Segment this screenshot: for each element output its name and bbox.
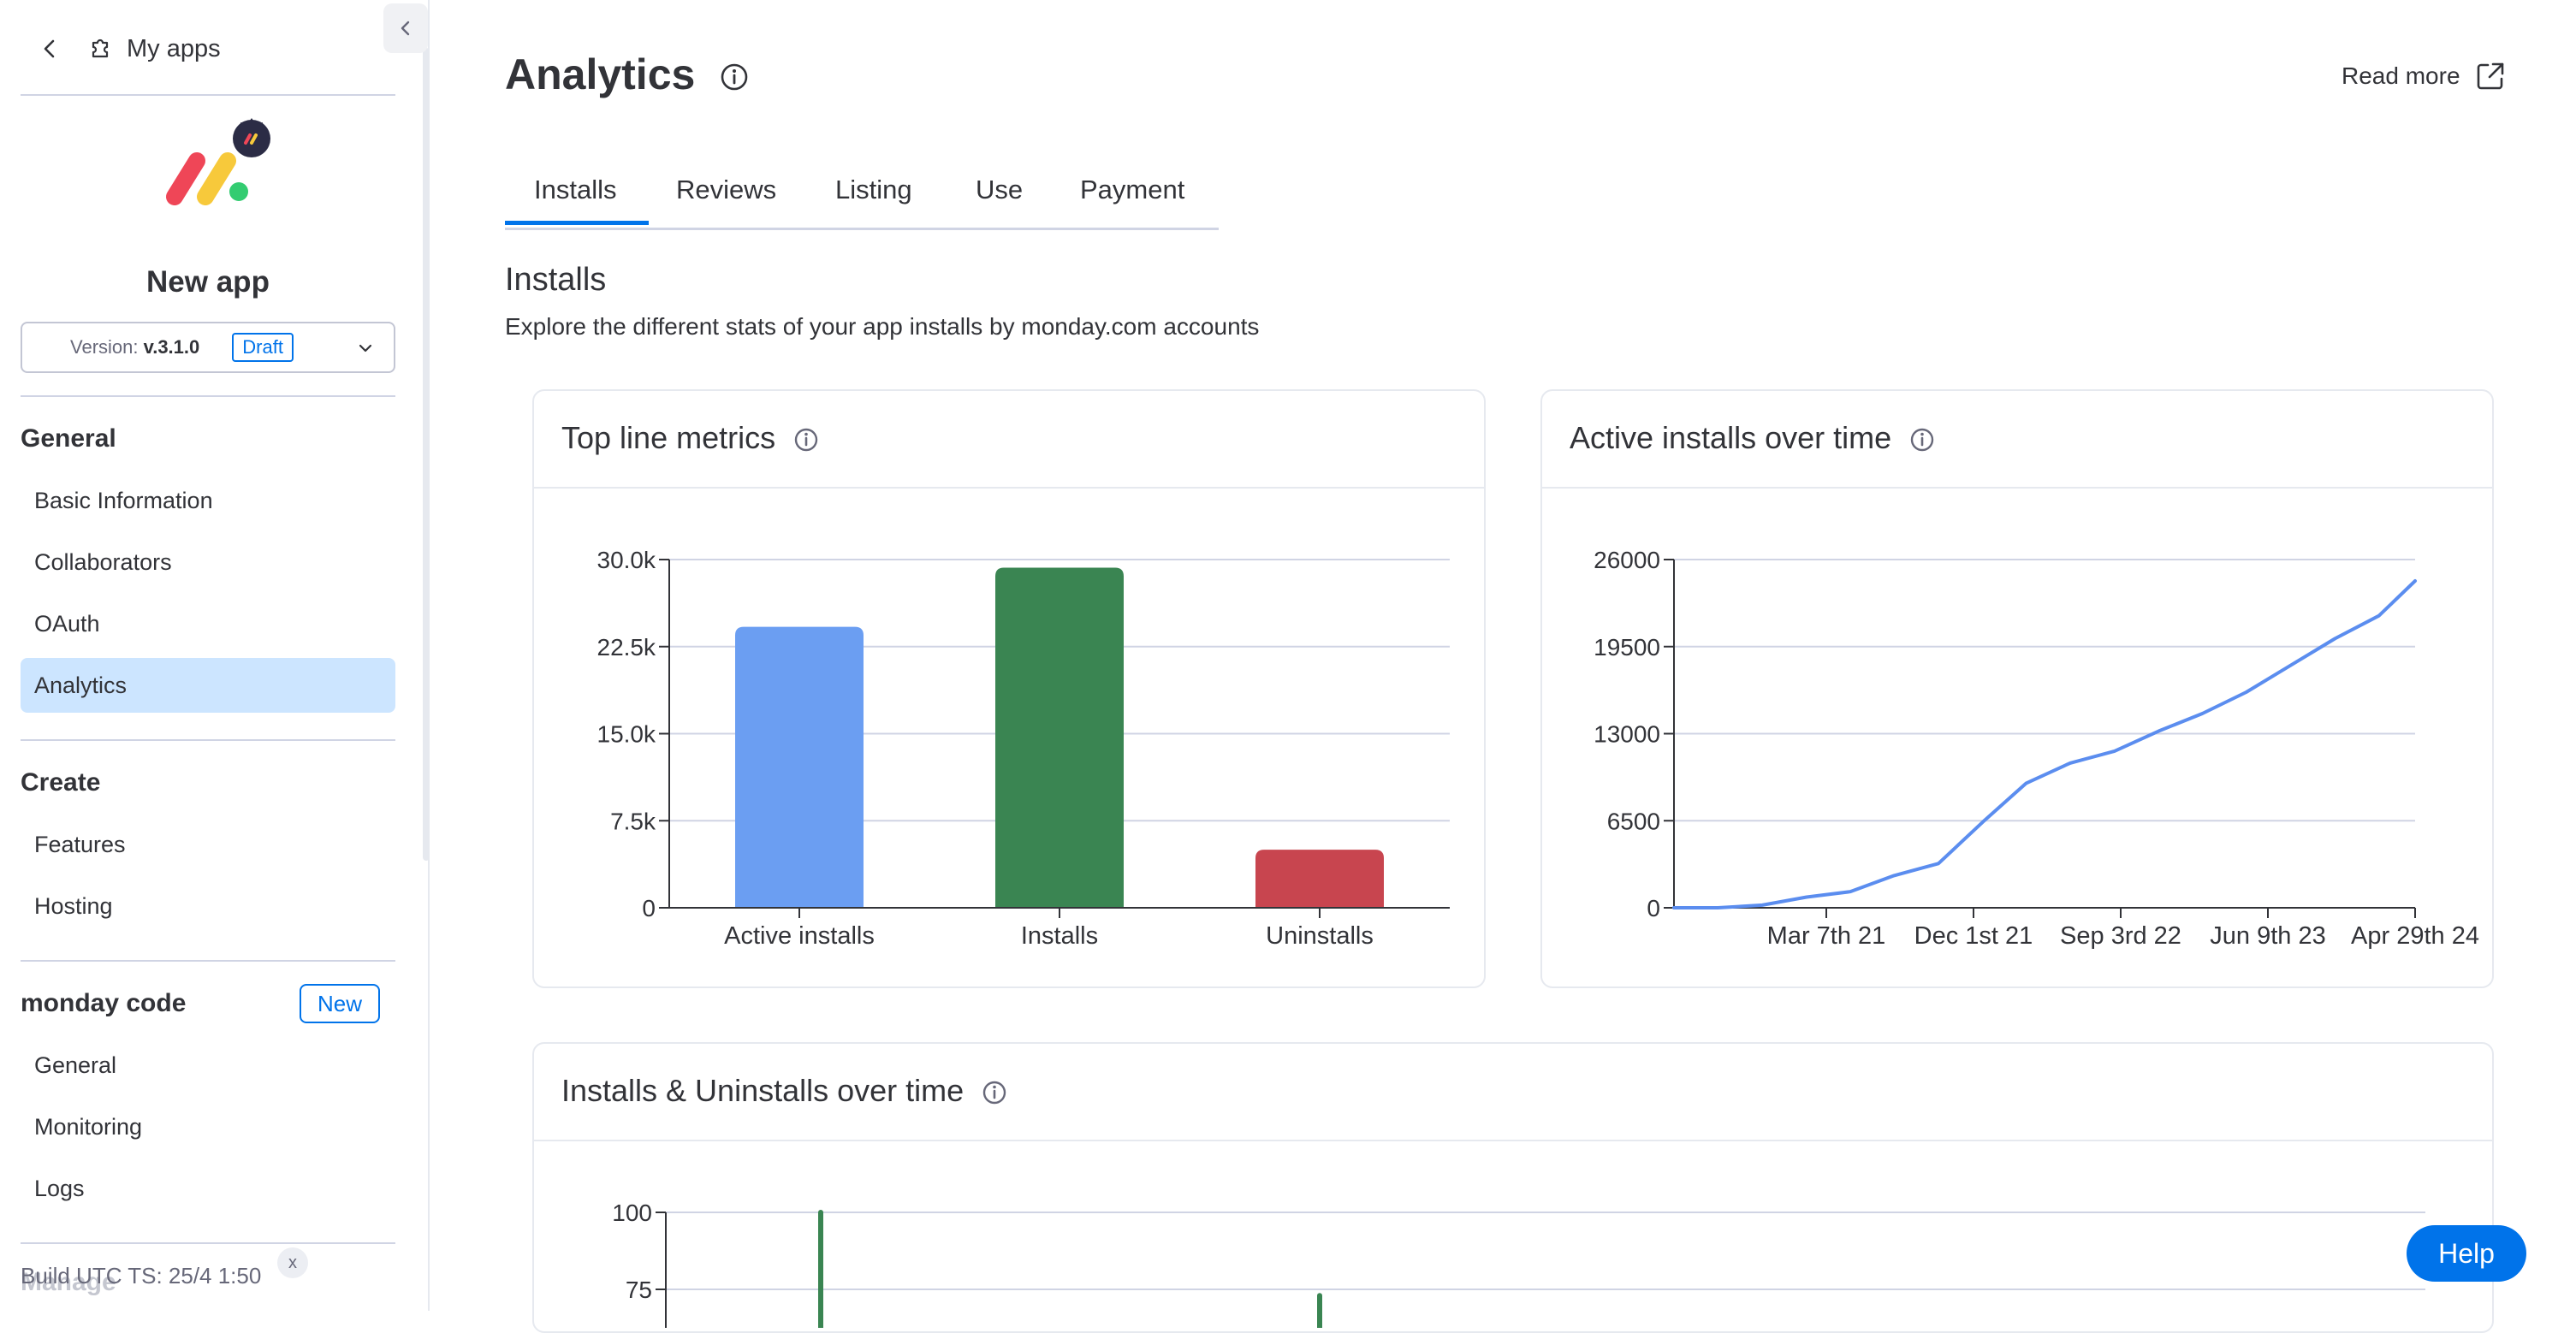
top-line-metrics-card: Top line metrics 0 7.5k 15.0k 22.5k 30.0k Act… bbox=[532, 389, 1486, 988]
y-tick-label: 22.5k bbox=[597, 634, 656, 661]
top-line-metrics-chart: 0 7.5k 15.0k 22.5k 30.0k Active installs Insta… bbox=[597, 547, 1450, 950]
x-tick-label: Uninstalls bbox=[1266, 922, 1374, 950]
card-header: Active installs over time bbox=[1542, 391, 2492, 489]
collapse-sidebar-button[interactable] bbox=[383, 3, 428, 53]
chevron-left-icon bbox=[401, 21, 410, 36]
installs-uninstalls-chart: 75 100 bbox=[612, 1200, 2425, 1328]
sidebar-item-basic-information[interactable]: Basic Information bbox=[34, 487, 213, 513]
y-tick-label: 0 bbox=[642, 895, 656, 921]
bar-installs bbox=[995, 567, 1124, 908]
card-header: Top line metrics bbox=[534, 391, 1484, 489]
divider bbox=[21, 1242, 395, 1244]
sidebar-item-oauth[interactable]: OAuth bbox=[34, 610, 100, 637]
divider bbox=[21, 960, 395, 962]
external-link-icon[interactable] bbox=[2474, 60, 2507, 92]
tab-listing[interactable]: Listing bbox=[835, 175, 912, 204]
y-tick-label: 15.0k bbox=[597, 721, 656, 748]
x-tick-label: Mar 7th 21 bbox=[1767, 922, 1886, 950]
sidebar-item-features[interactable]: Features bbox=[34, 831, 126, 857]
read-more-link[interactable]: Read more bbox=[2342, 60, 2507, 92]
y-tick-label: 0 bbox=[1647, 895, 1660, 921]
app-name: New app bbox=[146, 265, 270, 299]
divider bbox=[21, 739, 395, 741]
build-timestamp: Build UTC TS: 25/4 1:50 bbox=[21, 1263, 262, 1289]
chevron-down-icon bbox=[359, 344, 372, 353]
tab-reviews[interactable]: Reviews bbox=[676, 175, 777, 204]
sidebar-scrollbar[interactable] bbox=[423, 48, 430, 861]
tab-payment[interactable]: Payment bbox=[1080, 175, 1185, 204]
divider bbox=[21, 395, 395, 397]
sidebar-item-monitoring[interactable]: Monitoring bbox=[34, 1113, 143, 1140]
version-text: Version: v.3.1.0 bbox=[70, 336, 200, 358]
bar-uninstalls bbox=[1255, 850, 1384, 908]
section-description: Explore the different stats of your app … bbox=[505, 313, 1260, 340]
y-tick-label: 26000 bbox=[1594, 547, 1660, 573]
page-title: Analytics bbox=[505, 50, 696, 98]
card-title: Active installs over time bbox=[1570, 420, 1936, 456]
section-manage-title: Manage bbox=[21, 1268, 116, 1296]
installs-uninstalls-card: Installs & Uninstalls over time 75 100 bbox=[532, 1042, 2494, 1333]
info-icon[interactable] bbox=[792, 426, 820, 453]
x-tick-label: Jun 9th 23 bbox=[2210, 922, 2325, 950]
info-icon[interactable] bbox=[719, 62, 750, 92]
x-tick-label: Sep 3rd 22 bbox=[2060, 922, 2181, 950]
read-more-label[interactable]: Read more bbox=[2342, 62, 2460, 89]
x-tick-label: Dec 1st 21 bbox=[1914, 922, 2033, 950]
section-title: Installs bbox=[505, 262, 607, 298]
app-logo bbox=[166, 118, 270, 205]
section-general-title: General bbox=[21, 424, 116, 453]
tab-installs[interactable]: Installs bbox=[534, 175, 617, 204]
tab-bar: Installs Reviews Listing Use Payment bbox=[505, 168, 1219, 230]
close-build-info-button[interactable]: x bbox=[277, 1247, 308, 1278]
y-tick-label: 6500 bbox=[1607, 808, 1660, 834]
tab-use[interactable]: Use bbox=[976, 175, 1024, 204]
sidebar-item-collaborators[interactable]: Collaborators bbox=[34, 548, 172, 575]
y-tick-label: 100 bbox=[612, 1200, 652, 1226]
y-tick-label: 7.5k bbox=[610, 808, 656, 834]
sidebar-item-hosting[interactable]: Hosting bbox=[34, 892, 113, 919]
sidebar-item-logs[interactable]: Logs bbox=[34, 1175, 85, 1201]
active-installs-card: Active installs over time 0 6500 13000 1950… bbox=[1540, 389, 2494, 988]
divider bbox=[21, 94, 395, 96]
card-header: Installs & Uninstalls over time bbox=[534, 1044, 2492, 1141]
sidebar-item-code-general[interactable]: General bbox=[34, 1052, 117, 1078]
card-title: Installs & Uninstalls over time bbox=[561, 1073, 1008, 1109]
sidebar-item-analytics[interactable]: Analytics bbox=[21, 658, 395, 713]
y-tick-label: 75 bbox=[626, 1277, 652, 1303]
active-tab-indicator bbox=[505, 221, 649, 225]
puzzle-icon bbox=[84, 32, 118, 66]
y-tick-label: 30.0k bbox=[597, 547, 656, 573]
new-badge: New bbox=[300, 984, 380, 1023]
help-button[interactable]: Help bbox=[2407, 1225, 2526, 1282]
x-tick-label: Active installs bbox=[724, 922, 875, 950]
series-line-active-installs bbox=[1672, 579, 2417, 909]
info-icon[interactable] bbox=[981, 1079, 1008, 1106]
x-tick-label: Apr 29th 24 bbox=[2351, 922, 2479, 950]
back-to-my-apps[interactable]: My apps bbox=[33, 27, 221, 70]
version-selector[interactable]: Version: v.3.1.0 Draft bbox=[21, 322, 395, 373]
section-create-title: Create bbox=[21, 768, 101, 797]
info-icon[interactable] bbox=[1908, 426, 1936, 453]
chevron-left-icon[interactable] bbox=[33, 32, 67, 66]
sidebar: My apps New app Version: v.3.1.0 Draft G… bbox=[0, 0, 430, 1311]
draft-badge: Draft bbox=[232, 333, 294, 362]
bar-active-installs bbox=[735, 626, 864, 908]
x-tick-label: Installs bbox=[1021, 922, 1098, 950]
y-tick-label: 13000 bbox=[1594, 721, 1660, 748]
back-label[interactable]: My apps bbox=[127, 34, 221, 62]
active-installs-chart: 0 6500 13000 19500 26000 Mar 7th 21 Dec 1st 21… bbox=[1594, 547, 2479, 950]
card-title: Top line metrics bbox=[561, 420, 820, 456]
y-tick-label: 19500 bbox=[1594, 634, 1660, 661]
section-monday-code-title: monday code bbox=[21, 989, 187, 1017]
